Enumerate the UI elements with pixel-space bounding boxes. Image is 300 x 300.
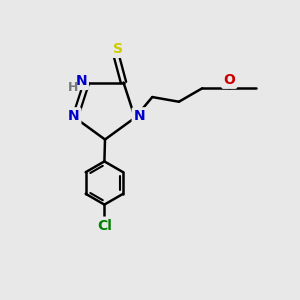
- Text: N: N: [68, 109, 80, 123]
- Text: S: S: [113, 42, 123, 56]
- Text: O: O: [223, 73, 235, 87]
- Text: Cl: Cl: [97, 219, 112, 232]
- Text: N: N: [134, 109, 145, 123]
- Text: H: H: [68, 80, 78, 94]
- Text: N: N: [75, 74, 87, 88]
